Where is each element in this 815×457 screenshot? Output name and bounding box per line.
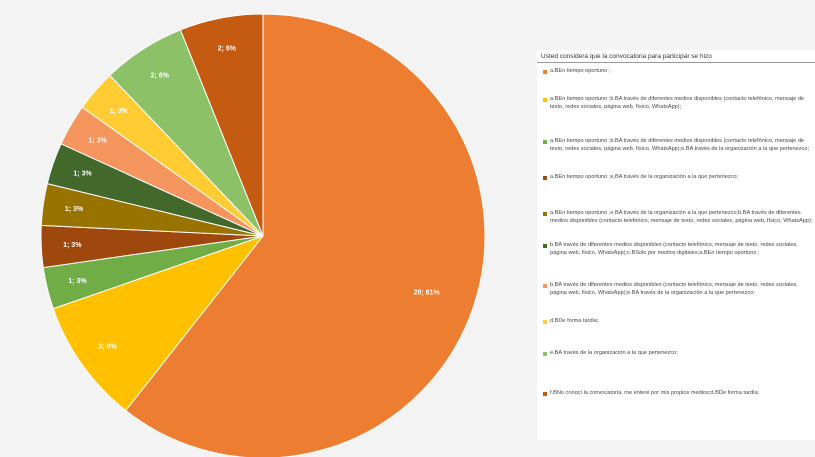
legend-swatch: [543, 352, 547, 356]
legend-swatch: [543, 284, 547, 288]
legend-swatch: [543, 98, 547, 102]
legend-item-4: a.BEn tiempo oportuno ;e.BA través de la…: [543, 210, 815, 225]
slice-data-label-6: 1; 3%: [89, 138, 108, 145]
legend-item-5: b.BA través de diferentes medios disponi…: [543, 242, 815, 257]
slice-data-label-0: 20; 61%: [414, 290, 441, 297]
slice-data-label-2: 1; 3%: [68, 278, 87, 285]
legend-label: a.BEn tiempo oportuno ;b.BA través de di…: [550, 138, 810, 152]
legend-label: f.BNo conocí la convocatoria, me enteré …: [550, 390, 760, 396]
legend-item-2: a.BEn tiempo oportuno ;b.BA través de di…: [543, 138, 815, 153]
legend-label: b.BA través de diferentes medios disponi…: [550, 242, 798, 256]
slice-data-label-7: 1; 3%: [110, 108, 129, 115]
legend-swatch: [543, 176, 547, 180]
legend-item-3: a.BEn tiempo oportuno ;e.BA través de la…: [543, 174, 815, 182]
slice-data-label-1: 3; 9%: [98, 344, 117, 351]
legend-swatch: [543, 244, 547, 248]
legend-label: a.BEn tiempo oportuno ;b.BA través de di…: [550, 96, 805, 110]
legend-swatch: [543, 392, 547, 396]
pie-slice-9: [179, 13, 264, 237]
slice-data-label-8: 2; 6%: [151, 72, 170, 79]
legend-item-9: f.BNo conocí la convocatoria, me enteré …: [543, 390, 815, 398]
legend-label: a.BEn tiempo oportuno ;e.BA través de la…: [550, 210, 813, 224]
legend-label: a.BEn tiempo oportuno ;e.BA través de la…: [550, 174, 739, 180]
pie-slice-1: [52, 234, 265, 412]
legend-label: b.BA través de diferentes medios disponi…: [550, 282, 798, 296]
legend-label: d.BDe forma tardía;: [550, 318, 599, 324]
legend-item-8: e.BA través de la organización a la que …: [543, 350, 815, 358]
slice-data-label-9: 2; 6%: [218, 46, 237, 53]
slice-data-label-4: 1; 3%: [65, 206, 84, 213]
slice-data-label-5: 1; 3%: [73, 171, 92, 178]
legend-swatch: [543, 140, 547, 144]
slice-data-label-3: 1; 3%: [63, 242, 82, 249]
legend: Usted considera que la convocatoria para…: [537, 50, 815, 440]
legend-title: Usted considera que la convocatoria para…: [537, 50, 815, 63]
pie-chart: 20; 61% 3; 9% 1; 3% 1; 3% 1; 3% 1; 3% 1; 3% 1; …: [40, 13, 486, 457]
legend-item-6: b.BA través de diferentes medios disponi…: [543, 282, 815, 297]
legend-label: e.BA través de la organización a la que …: [550, 350, 678, 356]
legend-swatch: [543, 320, 547, 324]
legend-item-7: d.BDe forma tardía;: [543, 318, 815, 326]
legend-swatch: [543, 212, 547, 216]
legend-item-1: a.BEn tiempo oportuno ;b.BA través de di…: [543, 96, 815, 111]
legend-item-0: a.BEn tiempo oportuno ;: [543, 68, 815, 76]
legend-swatch: [543, 70, 547, 74]
legend-label: a.BEn tiempo oportuno ;: [550, 68, 611, 74]
